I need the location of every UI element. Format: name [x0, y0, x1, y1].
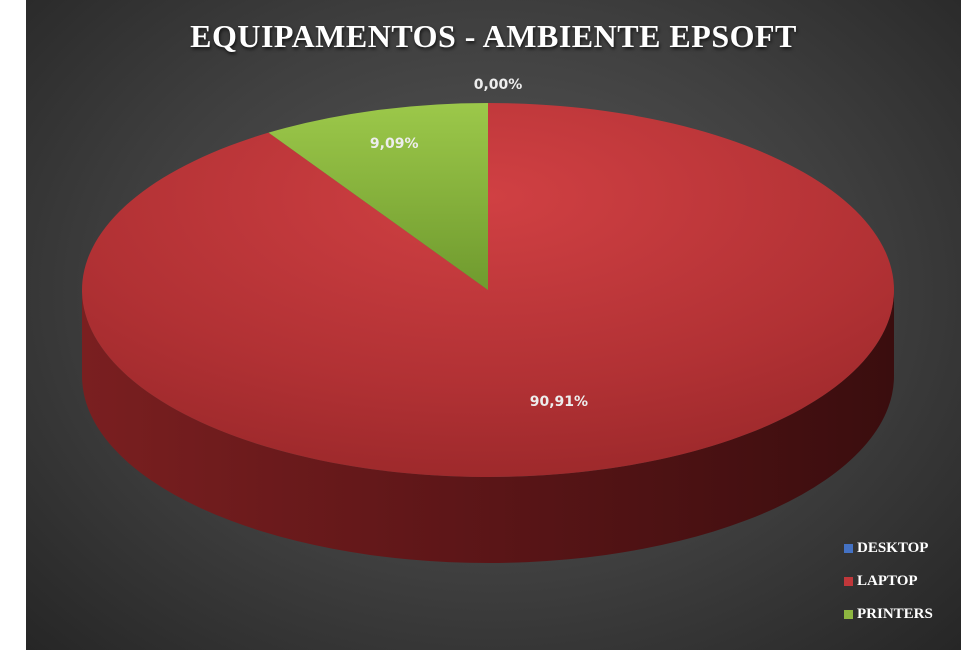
- data-label-printers: 9,09%: [370, 136, 419, 152]
- legend-label: PRINTERS: [857, 606, 933, 622]
- pie-slice-printers: [268, 103, 488, 290]
- pie-slice-laptop: [81, 103, 894, 477]
- legend-item-laptop: LAPTOP: [844, 565, 933, 598]
- data-label-desktop: 0,00%: [474, 77, 523, 93]
- legend-item-printers: PRINTERS: [844, 598, 933, 631]
- pie-chart: 0,00% 90,91% 9,09%: [81, 77, 894, 563]
- pie-side-laptop: [82, 290, 894, 563]
- legend-label: DESKTOP: [857, 540, 929, 556]
- data-label-laptop: 90,91%: [530, 394, 588, 410]
- chart-area: EQUIPAMENTOS - AMBIENTE EPSOFT 0,00% 90,9…: [26, 0, 961, 650]
- legend-item-desktop: DESKTOP: [844, 532, 933, 565]
- legend: DESKTOP LAPTOP PRINTERS: [844, 532, 933, 631]
- legend-swatch: [844, 577, 853, 586]
- legend-swatch: [844, 544, 853, 553]
- legend-swatch: [844, 610, 853, 619]
- chart-title: EQUIPAMENTOS - AMBIENTE EPSOFT: [190, 18, 797, 54]
- legend-label: LAPTOP: [857, 573, 918, 589]
